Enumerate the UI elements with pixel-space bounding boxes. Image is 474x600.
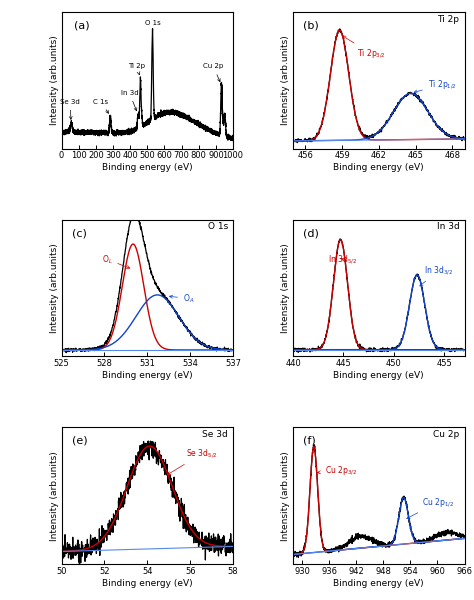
X-axis label: Binding energy (eV): Binding energy (eV) <box>102 163 192 172</box>
X-axis label: Binding energy (eV): Binding energy (eV) <box>102 578 192 587</box>
Y-axis label: Intensity (arb.units): Intensity (arb.units) <box>281 451 290 541</box>
Y-axis label: Intensity (arb.units): Intensity (arb.units) <box>50 451 59 541</box>
X-axis label: Binding energy (eV): Binding energy (eV) <box>334 163 424 172</box>
Y-axis label: Intensity (arb.units): Intensity (arb.units) <box>50 243 59 333</box>
Text: (b): (b) <box>303 20 319 31</box>
Text: (f): (f) <box>303 436 316 446</box>
Text: In 3d: In 3d <box>120 90 138 111</box>
Text: C 1s: C 1s <box>93 98 109 113</box>
X-axis label: Binding energy (eV): Binding energy (eV) <box>102 371 192 380</box>
Text: Cu 2p$_{3/2}$: Cu 2p$_{3/2}$ <box>318 464 357 477</box>
Text: (c): (c) <box>72 228 87 238</box>
Text: (a): (a) <box>73 20 89 31</box>
Text: Cu 2p$_{1/2}$: Cu 2p$_{1/2}$ <box>407 496 454 518</box>
Text: Se 3d: Se 3d <box>202 430 228 439</box>
Text: (e): (e) <box>72 436 88 446</box>
Text: O 1s: O 1s <box>208 222 228 231</box>
Text: Ti 2p: Ti 2p <box>128 63 145 74</box>
Text: In 3d: In 3d <box>437 222 459 231</box>
Text: O$_L$: O$_L$ <box>101 253 130 268</box>
Text: In 3d$_{5/2}$: In 3d$_{5/2}$ <box>328 253 357 266</box>
Text: Se 3d$_{5/2}$: Se 3d$_{5/2}$ <box>167 448 218 475</box>
Text: Ti 2p: Ti 2p <box>438 14 459 23</box>
X-axis label: Binding energy (eV): Binding energy (eV) <box>334 578 424 587</box>
Text: O 1s: O 1s <box>145 20 160 26</box>
X-axis label: Binding energy (eV): Binding energy (eV) <box>334 371 424 380</box>
Text: Se 3d: Se 3d <box>60 99 80 119</box>
Text: (d): (d) <box>303 228 319 238</box>
Y-axis label: Intensity (arb.units): Intensity (arb.units) <box>50 35 59 125</box>
Text: In 3d$_{3/2}$: In 3d$_{3/2}$ <box>420 264 453 286</box>
Text: O$_A$: O$_A$ <box>169 292 194 305</box>
Text: Ti 2p$_{1/2}$: Ti 2p$_{1/2}$ <box>414 78 456 93</box>
Y-axis label: Intensity (arb.units): Intensity (arb.units) <box>281 243 290 333</box>
Text: Cu 2p: Cu 2p <box>203 64 223 82</box>
Text: Cu 2p: Cu 2p <box>433 430 459 439</box>
Text: Ti 2p$_{3/2}$: Ti 2p$_{3/2}$ <box>343 36 386 60</box>
Y-axis label: Intensity (arb.units): Intensity (arb.units) <box>281 35 290 125</box>
